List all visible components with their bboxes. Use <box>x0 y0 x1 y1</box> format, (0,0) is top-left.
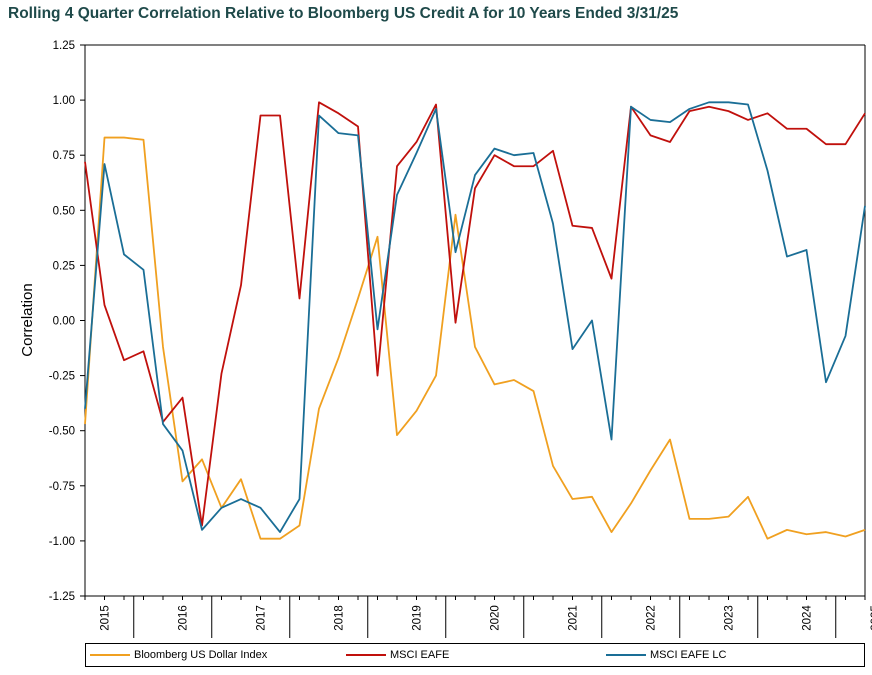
series-lines <box>84 101 866 540</box>
x-year-label: 2023 <box>724 605 736 631</box>
chart-title: Rolling 4 Quarter Correlation Relative t… <box>8 5 679 22</box>
y-tick-label: 0.25 <box>53 260 75 272</box>
legend-item: Bloomberg US Dollar Index <box>90 649 267 661</box>
y-tick-label: -0.25 <box>49 371 75 383</box>
y-ticks: 1.25 1.00 0.75 0.50 0.25 0.00 -0.25 -0.50 -0.75 -… <box>49 40 85 603</box>
y-axis-label: Correlation <box>19 283 36 356</box>
x-year-label: 2018 <box>334 605 346 631</box>
y-tick-label: -0.75 <box>49 481 75 493</box>
x-year-label: 2016 <box>178 605 190 631</box>
x-year-label: 2021 <box>568 605 580 631</box>
legend-label: MSCI EAFE LC <box>650 649 727 661</box>
series-line-bloomberg-us-dollar-index <box>84 136 866 540</box>
x-year-label: 2017 <box>256 605 268 631</box>
legend: Bloomberg US Dollar Index MSCI EAFE MSCI E… <box>85 643 865 667</box>
y-tick-label: 0.75 <box>53 150 75 162</box>
axes <box>84 44 866 597</box>
y-tick-label: 1.25 <box>53 40 75 52</box>
x-ticks: 2015 2016 2017 2018 2019 2020 2021 2022 2023 2024… <box>84 596 872 638</box>
legend-swatch <box>346 654 386 656</box>
legend-label: MSCI EAFE <box>390 649 450 661</box>
y-tick-label: -1.00 <box>49 536 75 548</box>
chart-svg: 1.25 1.00 0.75 0.50 0.25 0.00 -0.25 -0.50 -0.75 -… <box>19 40 872 638</box>
x-year-label: 2015 <box>100 605 112 631</box>
series-line-msci-eafe <box>84 101 866 527</box>
x-year-label: 2019 <box>412 605 424 631</box>
legend-label: Bloomberg US Dollar Index <box>134 649 268 661</box>
y-tick-label: 0.00 <box>53 316 75 328</box>
legend-swatch <box>90 654 130 656</box>
y-tick-label: -1.25 <box>49 591 75 603</box>
y-tick-label: -0.50 <box>49 426 75 438</box>
x-year-label: 2024 <box>802 605 814 631</box>
series-line-msci-eafe-lc <box>84 101 866 533</box>
x-year-label: 2022 <box>646 605 658 631</box>
legend-item: MSCI EAFE LC <box>606 649 726 661</box>
y-tick-label: 0.50 <box>53 205 75 217</box>
y-tick-label: 1.00 <box>53 95 75 107</box>
legend-swatch <box>606 654 646 656</box>
x-year-label: 2025 <box>870 605 872 631</box>
legend-item: MSCI EAFE <box>346 649 449 661</box>
x-year-label: 2020 <box>490 605 502 631</box>
